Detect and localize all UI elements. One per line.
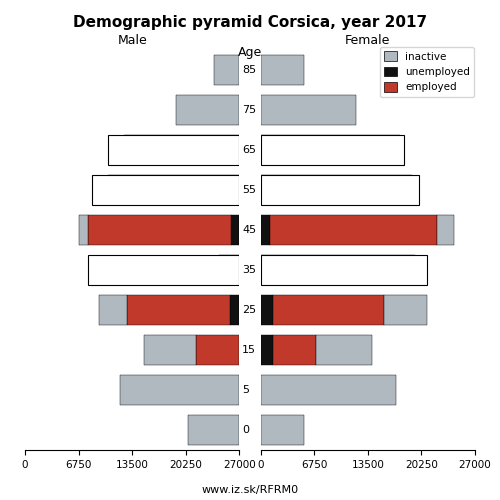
Bar (99, 295, 126, 325)
Text: Age: Age (238, 46, 262, 59)
Bar (260, 335, 272, 365)
Text: 5: 5 (242, 385, 249, 395)
Bar (144, 335, 196, 365)
Bar (88, 255, 240, 285)
Bar (88, 215, 232, 245)
Text: 55: 55 (242, 185, 256, 195)
Bar (384, 295, 428, 325)
Legend: inactive, unemployed, employed: inactive, unemployed, employed (380, 47, 474, 96)
Bar (260, 415, 304, 445)
Bar (126, 295, 230, 325)
Bar (316, 335, 372, 365)
Text: 25: 25 (242, 305, 256, 315)
Bar (260, 175, 412, 205)
Text: 65: 65 (242, 145, 256, 155)
Bar (270, 215, 437, 245)
Bar (92, 175, 240, 205)
Bar (260, 255, 416, 285)
Bar (260, 375, 396, 405)
Text: 45: 45 (242, 225, 256, 235)
Bar (196, 335, 240, 365)
Bar (108, 175, 240, 205)
Bar (272, 295, 384, 325)
Bar (124, 135, 240, 165)
Bar (230, 295, 239, 325)
Bar (188, 415, 240, 445)
Text: 0: 0 (242, 425, 249, 435)
Bar (260, 255, 428, 285)
Bar (220, 255, 240, 285)
Bar (272, 335, 316, 365)
Bar (232, 215, 239, 245)
Text: 75: 75 (242, 105, 256, 115)
Title: Female: Female (345, 34, 391, 48)
Text: 35: 35 (242, 265, 256, 275)
Bar (176, 95, 240, 125)
Bar (120, 375, 240, 405)
Text: www.iz.sk/RFRM0: www.iz.sk/RFRM0 (202, 485, 298, 495)
Bar (260, 135, 404, 165)
Text: Demographic pyramid Corsica, year 2017: Demographic pyramid Corsica, year 2017 (73, 15, 427, 30)
Text: 15: 15 (242, 345, 256, 355)
Title: Male: Male (118, 34, 147, 48)
Bar (260, 175, 420, 205)
Bar (79, 215, 88, 245)
Text: 85: 85 (242, 65, 256, 75)
Bar (260, 295, 272, 325)
Bar (260, 135, 400, 165)
Bar (108, 135, 240, 165)
Bar (437, 215, 454, 245)
Bar (260, 55, 304, 85)
Bar (214, 55, 240, 85)
Bar (260, 95, 356, 125)
Bar (260, 215, 270, 245)
